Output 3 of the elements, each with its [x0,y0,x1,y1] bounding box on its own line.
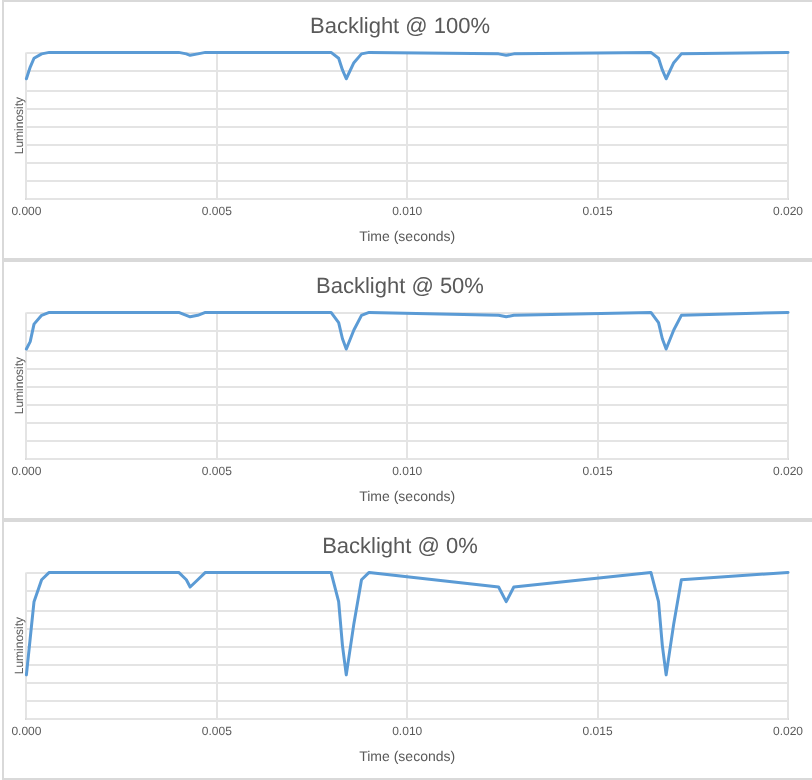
chart-title: Backlight @ 50% [316,275,485,300]
chart-title: Backlight @ 0% [322,535,479,560]
chart-title: Backlight @ 100% [309,15,491,40]
